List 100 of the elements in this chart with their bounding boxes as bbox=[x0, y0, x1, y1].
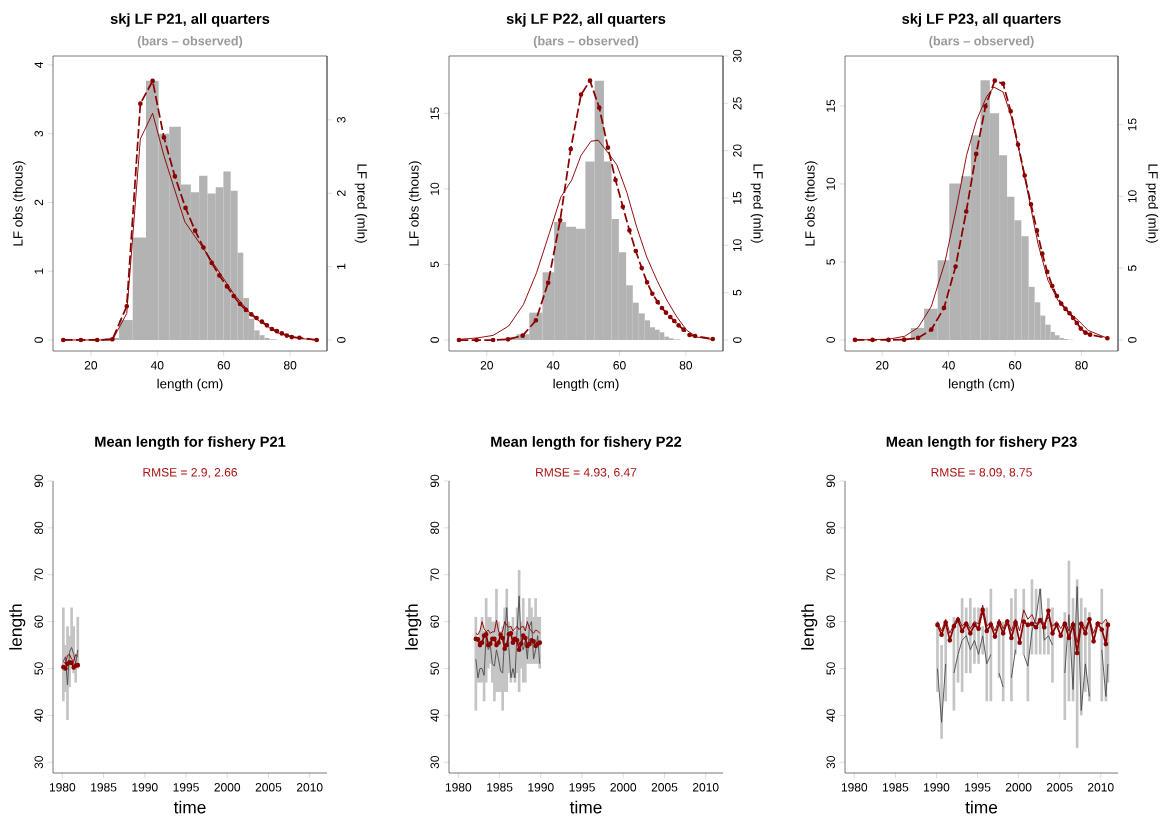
y-tick-label: 30 bbox=[826, 756, 835, 769]
y-tick-label: 1 bbox=[34, 268, 43, 274]
y-tick-label: 4 bbox=[34, 61, 43, 68]
x-tick-label: 40 bbox=[150, 361, 164, 370]
y-tick-label: 80 bbox=[34, 521, 43, 535]
y2-tick-label: 10 bbox=[1128, 190, 1137, 203]
y-tick-label: 5 bbox=[430, 261, 439, 268]
x-axis-title: time bbox=[173, 800, 206, 814]
x-axis-title: length (cm) bbox=[553, 378, 619, 392]
x-tick-label: 1980 bbox=[445, 783, 472, 792]
y-tick-label: 70 bbox=[34, 568, 43, 581]
y-tick-label: 90 bbox=[34, 474, 43, 488]
y-axis-title: LF obs (thous) bbox=[804, 161, 818, 246]
y-tick-label: 50 bbox=[826, 662, 835, 675]
y-tick-label: 40 bbox=[430, 709, 439, 722]
x-tick-label: 1980 bbox=[49, 783, 76, 792]
chart-title: Mean length for fishery P23 bbox=[886, 436, 1077, 450]
y2-tick-label: 3 bbox=[337, 117, 346, 123]
y-axis-title: LF obs (thous) bbox=[408, 161, 422, 246]
y2-axis-title: LF pred (mln) bbox=[750, 164, 764, 243]
y-tick-label: 15 bbox=[826, 99, 835, 112]
y-tick-label: 30 bbox=[430, 756, 439, 769]
x-tick-label: 80 bbox=[283, 361, 297, 370]
y-tick-label: 3 bbox=[34, 130, 43, 137]
y2-tick-label: 30 bbox=[733, 49, 742, 63]
y-tick-label: 10 bbox=[430, 182, 439, 195]
x-tick-label: 2000 bbox=[610, 783, 637, 792]
y-tick-label: 60 bbox=[826, 615, 835, 628]
y-tick-label: 60 bbox=[34, 615, 43, 628]
x-tick-label: 2010 bbox=[692, 783, 719, 792]
y-tick-label: 70 bbox=[430, 568, 439, 581]
y2-tick-label: 2 bbox=[337, 190, 346, 196]
y2-tick-label: 20 bbox=[733, 144, 742, 157]
x-tick-label: 80 bbox=[1075, 361, 1088, 370]
x-tick-label: 20 bbox=[84, 361, 98, 370]
x-tick-label: 20 bbox=[876, 361, 889, 370]
y-tick-label: 30 bbox=[34, 756, 43, 769]
y-tick-label: 70 bbox=[826, 568, 835, 581]
y-tick-label: 90 bbox=[430, 474, 439, 488]
chart-title: Mean length for fishery P22 bbox=[491, 436, 682, 450]
x-tick-label: 1990 bbox=[924, 783, 950, 792]
y2-tick-label: 10 bbox=[733, 239, 742, 252]
y-axis-title: length bbox=[9, 604, 26, 650]
y2-axis-title: LF pred (mln) bbox=[354, 164, 368, 243]
x-axis-title: time bbox=[965, 800, 998, 814]
y-tick-label: 80 bbox=[430, 521, 439, 535]
x-tick-label: 2000 bbox=[214, 783, 241, 792]
x-tick-label: 2005 bbox=[1046, 783, 1073, 792]
y2-tick-label: 0 bbox=[1128, 337, 1137, 343]
x-tick-label: 1985 bbox=[487, 783, 513, 792]
y-tick-label: 50 bbox=[34, 662, 43, 675]
x-tick-label: 1990 bbox=[528, 783, 554, 792]
chart-subtitle: RMSE = 4.93, 6.47 bbox=[536, 468, 637, 478]
chart-subtitle: RMSE = 8.09, 8.75 bbox=[931, 468, 1032, 478]
y2-tick-label: 15 bbox=[733, 191, 742, 204]
y2-tick-label: 1 bbox=[337, 263, 346, 270]
chart-subtitle: (bars – observed) bbox=[533, 36, 639, 48]
x-tick-label: 1995 bbox=[965, 783, 991, 792]
x-tick-label: 60 bbox=[1008, 361, 1022, 370]
y-tick-label: 0 bbox=[34, 337, 43, 343]
y-tick-label: 5 bbox=[826, 259, 835, 265]
chart-subtitle: (bars – observed) bbox=[929, 36, 1034, 48]
chart-title: skj LF P23, all quarters bbox=[902, 13, 1061, 27]
y2-axis-title: LF pred (mln) bbox=[1145, 164, 1159, 243]
y-tick-label: 0 bbox=[430, 337, 439, 343]
x-tick-label: 1995 bbox=[569, 783, 595, 792]
y-tick-label: 0 bbox=[826, 337, 835, 343]
y-tick-label: 90 bbox=[826, 474, 835, 488]
x-axis-title: length (cm) bbox=[157, 378, 223, 392]
x-tick-label: 2005 bbox=[255, 783, 282, 792]
y2-tick-label: 15 bbox=[1128, 118, 1137, 131]
x-tick-label: 80 bbox=[679, 361, 693, 370]
x-tick-label: 2010 bbox=[296, 783, 323, 792]
chart-title: Mean length for fishery P21 bbox=[95, 436, 286, 450]
y-tick-label: 40 bbox=[34, 709, 43, 722]
x-tick-label: 2000 bbox=[1005, 783, 1032, 792]
chart-title: skj LF P21, all quarters bbox=[110, 13, 270, 27]
y2-tick-label: 5 bbox=[733, 289, 742, 296]
x-axis-title: length (cm) bbox=[949, 378, 1015, 392]
x-tick-label: 1995 bbox=[173, 783, 199, 792]
y-tick-label: 80 bbox=[826, 521, 835, 535]
y-tick-label: 50 bbox=[430, 662, 439, 675]
x-tick-label: 40 bbox=[546, 361, 560, 370]
y2-tick-label: 5 bbox=[1128, 265, 1137, 272]
y-axis-title: length bbox=[405, 604, 422, 650]
y-tick-label: 10 bbox=[826, 177, 835, 190]
x-tick-label: 60 bbox=[613, 361, 626, 370]
chart-subtitle: (bars – observed) bbox=[137, 36, 243, 48]
y-tick-label: 60 bbox=[430, 615, 439, 628]
x-tick-label: 20 bbox=[480, 361, 494, 370]
x-tick-label: 60 bbox=[217, 361, 230, 370]
y-tick-label: 2 bbox=[34, 199, 43, 206]
y2-tick-label: 0 bbox=[733, 337, 742, 343]
y-tick-label: 15 bbox=[430, 107, 439, 120]
x-tick-label: 1980 bbox=[841, 783, 868, 792]
y2-tick-label: 25 bbox=[733, 97, 742, 110]
chart-subtitle: RMSE = 2.9, 2.66 bbox=[143, 468, 237, 478]
x-tick-label: 40 bbox=[942, 361, 955, 370]
x-tick-label: 1985 bbox=[882, 783, 909, 792]
x-tick-label: 2010 bbox=[1088, 783, 1114, 792]
